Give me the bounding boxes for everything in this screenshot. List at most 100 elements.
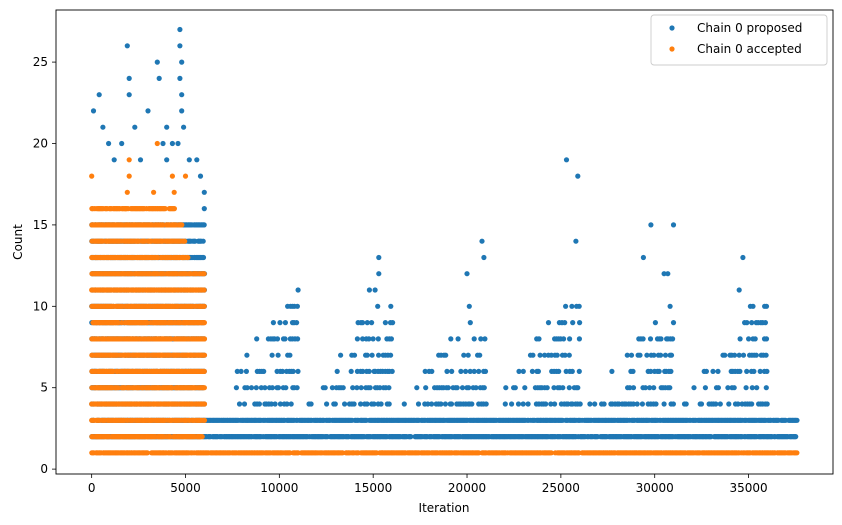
proposed-point bbox=[725, 385, 731, 391]
proposed-point bbox=[376, 254, 382, 261]
proposed-point bbox=[375, 303, 381, 309]
accepted-point bbox=[162, 206, 168, 212]
proposed-point bbox=[390, 320, 396, 326]
proposed-point bbox=[731, 385, 737, 391]
accepted-point bbox=[169, 173, 175, 179]
proposed-point bbox=[691, 385, 697, 391]
proposed-point bbox=[512, 385, 518, 391]
proposed-point bbox=[389, 368, 395, 374]
proposed-point bbox=[471, 368, 477, 374]
proposed-point bbox=[662, 352, 669, 358]
proposed-point bbox=[308, 401, 314, 407]
proposed-point bbox=[732, 352, 738, 358]
proposed-point bbox=[287, 352, 293, 358]
x-tick-label: 15000 bbox=[354, 481, 392, 495]
proposed-point bbox=[661, 271, 667, 277]
proposed-point bbox=[477, 352, 483, 358]
proposed-point bbox=[503, 385, 509, 391]
accepted-point bbox=[144, 450, 150, 456]
proposed-point bbox=[342, 401, 348, 407]
proposed-point bbox=[750, 303, 756, 309]
proposed-point bbox=[438, 401, 444, 407]
accepted-point bbox=[201, 385, 207, 391]
proposed-point bbox=[749, 320, 755, 326]
proposed-point bbox=[364, 320, 370, 326]
proposed-point bbox=[651, 352, 657, 358]
proposed-point bbox=[542, 352, 548, 358]
proposed-point bbox=[545, 320, 552, 326]
accepted-point bbox=[201, 417, 208, 423]
proposed-point bbox=[288, 401, 294, 407]
proposed-point bbox=[253, 385, 259, 391]
proposed-point bbox=[793, 434, 799, 440]
proposed-point bbox=[234, 368, 240, 374]
proposed-point bbox=[469, 401, 475, 407]
proposed-point bbox=[575, 173, 581, 179]
proposed-point bbox=[658, 336, 664, 342]
plot-frame bbox=[55, 9, 834, 475]
proposed-point bbox=[715, 368, 721, 374]
proposed-point bbox=[737, 368, 743, 374]
proposed-point bbox=[628, 352, 635, 358]
accepted-point bbox=[185, 254, 191, 261]
proposed-point bbox=[294, 320, 300, 326]
proposed-point bbox=[241, 401, 248, 407]
proposed-point bbox=[722, 352, 728, 358]
proposed-point bbox=[324, 401, 330, 407]
accepted-point bbox=[171, 189, 177, 195]
x-axis-label: Iteration bbox=[419, 501, 470, 515]
proposed-point bbox=[348, 368, 354, 374]
proposed-point bbox=[160, 140, 166, 147]
proposed-point bbox=[647, 385, 653, 391]
proposed-point bbox=[261, 368, 267, 374]
proposed-point bbox=[256, 401, 262, 407]
proposed-point bbox=[254, 336, 260, 342]
proposed-point bbox=[630, 385, 637, 391]
proposed-point bbox=[111, 157, 117, 163]
proposed-point bbox=[592, 401, 598, 407]
proposed-point bbox=[334, 368, 340, 374]
proposed-point bbox=[522, 385, 528, 391]
proposed-point bbox=[467, 320, 473, 326]
proposed-point bbox=[290, 368, 296, 374]
y-axis-label: Count bbox=[11, 224, 25, 260]
accepted-point bbox=[126, 157, 132, 163]
proposed-point bbox=[658, 352, 664, 358]
proposed-point bbox=[369, 320, 375, 326]
proposed-point bbox=[322, 385, 328, 391]
x-tick-label: 0 bbox=[88, 481, 96, 495]
y-tick-label: 0 bbox=[40, 462, 48, 476]
proposed-point bbox=[243, 368, 249, 374]
proposed-point bbox=[269, 385, 275, 391]
accepted-point bbox=[201, 303, 207, 309]
proposed-point bbox=[126, 92, 132, 98]
proposed-point bbox=[652, 320, 659, 326]
proposed-point bbox=[563, 157, 570, 163]
proposed-point bbox=[382, 320, 388, 326]
proposed-point bbox=[366, 287, 372, 293]
proposed-point bbox=[445, 385, 451, 391]
proposed-point bbox=[350, 385, 356, 391]
proposed-point bbox=[282, 336, 288, 342]
proposed-point bbox=[576, 336, 583, 342]
proposed-point bbox=[96, 92, 102, 98]
proposed-point bbox=[667, 385, 673, 391]
proposed-point bbox=[640, 336, 646, 342]
proposed-point bbox=[502, 401, 508, 407]
proposed-point bbox=[415, 401, 422, 407]
proposed-point bbox=[515, 401, 522, 407]
proposed-point bbox=[587, 401, 593, 407]
proposed-point bbox=[535, 368, 542, 374]
proposed-point bbox=[262, 385, 268, 391]
proposed-point bbox=[754, 385, 760, 391]
proposed-point bbox=[248, 385, 255, 391]
proposed-point bbox=[282, 320, 288, 326]
proposed-point bbox=[667, 303, 673, 309]
x-tick-label: 10000 bbox=[260, 481, 298, 495]
proposed-point bbox=[425, 401, 431, 407]
proposed-point bbox=[200, 254, 207, 261]
proposed-point bbox=[563, 368, 569, 374]
proposed-point bbox=[749, 401, 755, 407]
proposed-point bbox=[544, 385, 550, 391]
